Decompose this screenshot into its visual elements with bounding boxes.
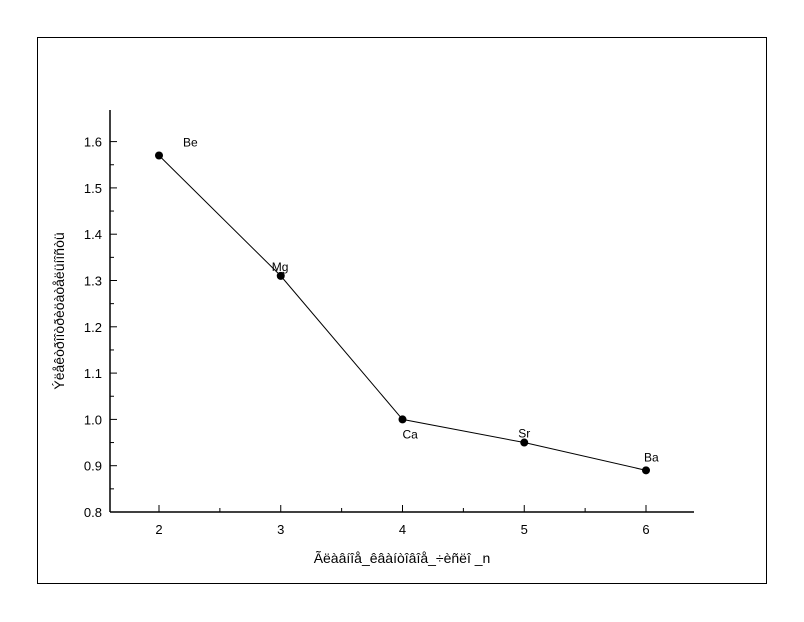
data-point [642, 466, 650, 475]
y-tick-label: 1.6 [84, 135, 102, 150]
y-tick-label: 1.1 [84, 366, 102, 381]
data-point [520, 438, 529, 447]
y-tick-label: 1.5 [84, 181, 102, 196]
x-tick-label: 3 [277, 522, 284, 537]
data-label: Ca [403, 427, 419, 441]
x-tick-label: 2 [155, 522, 162, 537]
y-axis-title: Ýëåêòðîîòðèöàòåëüíîñòü [51, 232, 67, 389]
data-label: Ba [644, 450, 659, 464]
y-tick-label: 1.2 [84, 320, 102, 335]
y-tick-label: 1.3 [84, 274, 102, 289]
x-axis-title: Ãëàâíîå_êâàíòîâîå_÷èñëî _n [314, 550, 491, 566]
y-tick-label: 0.8 [84, 505, 102, 520]
data-point [276, 271, 285, 280]
data-label: Mg [272, 260, 289, 274]
x-tick-label: 4 [399, 522, 406, 537]
y-tick-label: 1.4 [84, 227, 102, 242]
ticks: 2 3 4 5 6 0.8 0.9 1.0 1.1 1.2 1.3 1.4 1.5 1.6 [84, 135, 650, 537]
data-label: Sr [518, 427, 530, 441]
data-label: Be [183, 135, 198, 149]
data-point [398, 415, 407, 424]
y-tick-label: 0.9 [84, 459, 102, 474]
x-tick-label: 6 [642, 522, 649, 537]
data-point [155, 151, 163, 160]
chart-frame [37, 37, 767, 584]
y-tick-label: 1.0 [84, 412, 102, 427]
x-tick-label: 5 [521, 522, 528, 537]
data-series: Be Mg Ca Sr Ba [155, 135, 659, 475]
